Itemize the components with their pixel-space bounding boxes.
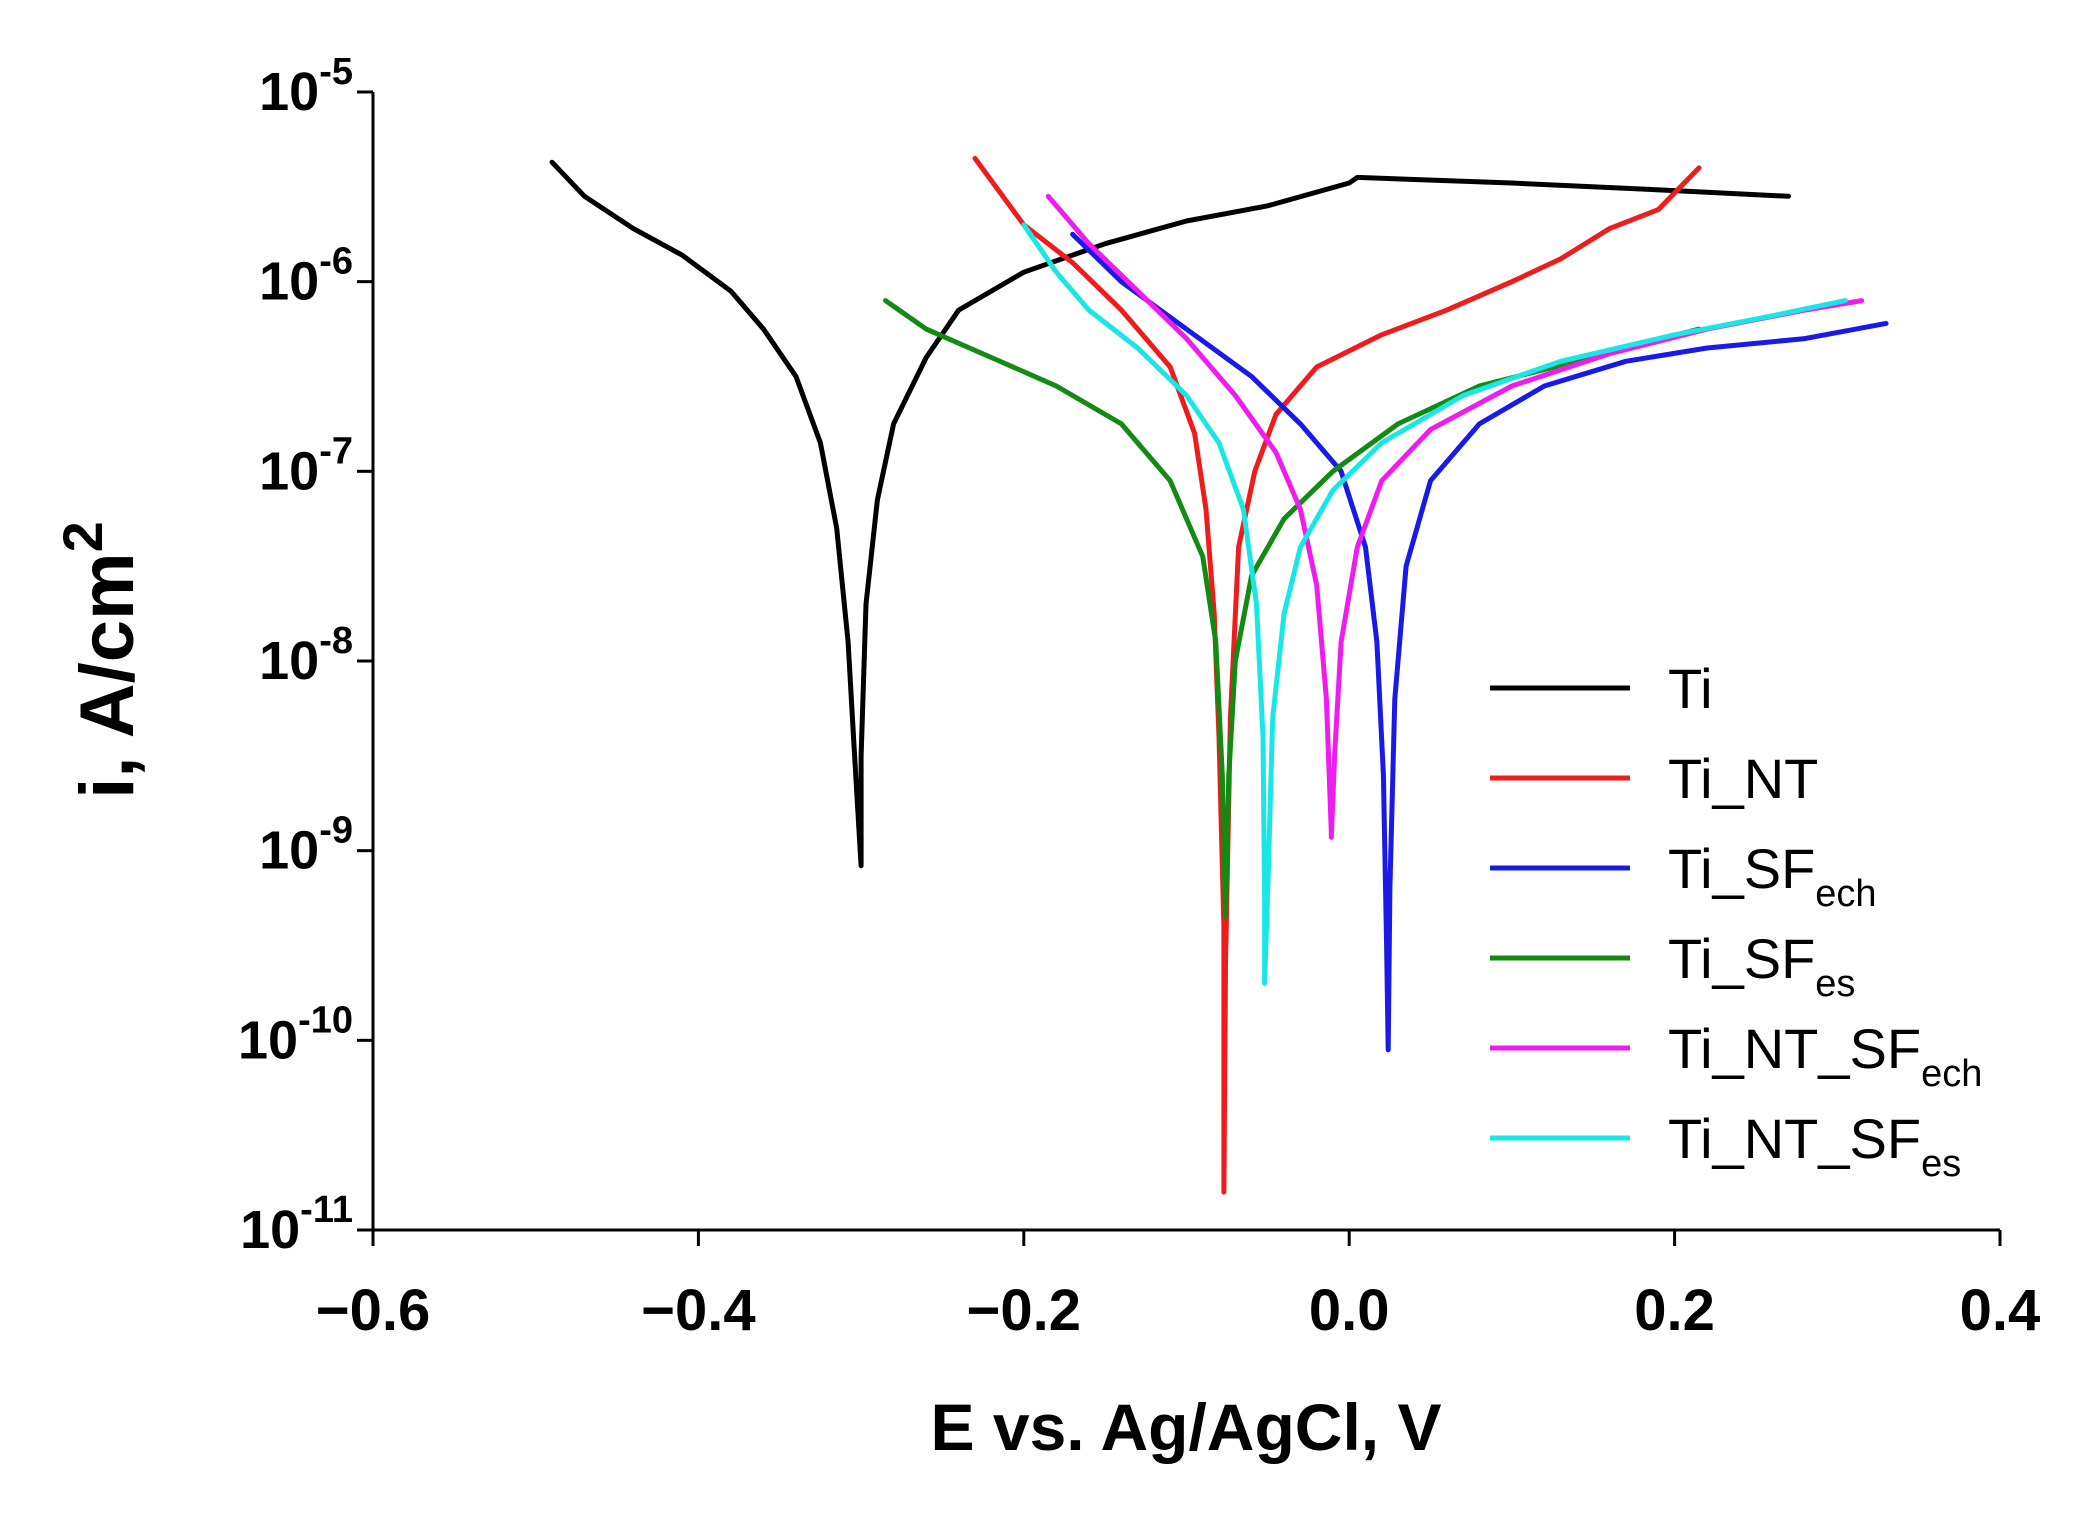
y-tick-label: 10-9 [259, 810, 353, 881]
y-tick-exponent: -10 [298, 999, 353, 1041]
y-tick-label: 10-7 [259, 430, 353, 501]
y-tick-exponent: -7 [319, 430, 353, 472]
legend-label: Ti_NT_SFes [1668, 1107, 1961, 1185]
legend-label: Ti_SFes [1668, 927, 1855, 1005]
series-line-ti [549, 159, 1791, 869]
legend-label: Ti_NT [1668, 747, 1818, 810]
legend: TiTi_NTTi_SFechTi_SFesTi_NT_SFechTi_NT_S… [1490, 657, 1982, 1185]
series-group [549, 155, 1889, 1195]
y-tick-label: 10-10 [238, 999, 353, 1070]
x-tick-label: −0.6 [316, 1278, 431, 1343]
legend-label: Ti_SFech [1668, 837, 1877, 915]
series-line-ti-nt-sf-ech [1045, 193, 1865, 840]
legend-label-name: Ti_NT [1668, 747, 1818, 810]
x-tick-label: −0.4 [641, 1278, 756, 1343]
x-tick-label: 0.0 [1309, 1278, 1390, 1343]
legend-label-subscript: es [1921, 1143, 1961, 1185]
legend-label-subscript: es [1815, 963, 1855, 1005]
y-tick-base: 10 [238, 1010, 298, 1070]
x-tick-label: 0.4 [1960, 1278, 2041, 1343]
y-tick-base: 10 [259, 441, 319, 501]
y-axis-label: i, A/cm2 [51, 521, 151, 799]
legend-label-name: Ti [1668, 657, 1713, 720]
legend-label-name: Ti_NT_SF [1668, 1107, 1921, 1170]
x-axis-label: E vs. Ag/AgCl, V [931, 1390, 1442, 1464]
y-tick-label: 10-5 [259, 51, 353, 122]
legend-label: Ti_NT_SFech [1668, 1017, 1982, 1095]
legend-label-name: Ti_SF [1668, 927, 1815, 990]
y-tick-base: 10 [259, 821, 319, 881]
series-line-ti-sf-ech [1070, 231, 1889, 1053]
y-tick-label: 10-6 [259, 241, 353, 312]
series-line-ti-nt-sf-es [1021, 222, 1848, 986]
legend-label-name: Ti_SF [1668, 837, 1815, 900]
y-axis-label-text: i, A/cm [65, 552, 150, 798]
y-tick-label: 10-11 [240, 1189, 353, 1260]
y-tick-exponent: -8 [319, 620, 353, 662]
y-tick-exponent: -5 [319, 51, 353, 93]
legend-label: Ti [1668, 657, 1713, 720]
y-tick-base: 10 [259, 631, 319, 691]
y-tick-exponent: -6 [319, 241, 353, 283]
x-tick-label: −0.2 [967, 1278, 1082, 1343]
y-tick-exponent: -11 [300, 1189, 353, 1231]
x-tick-group: −0.6 −0.4 −0.2 0.0 0.2 0.4 [316, 1230, 2041, 1343]
y-tick-base: 10 [240, 1200, 300, 1260]
y-tick-base: 10 [259, 252, 319, 312]
y-tick-label: 10-8 [259, 620, 353, 691]
legend-label-name: Ti_NT_SF [1668, 1017, 1921, 1080]
y-axis-label-superscript: 2 [51, 521, 114, 552]
y-tick-base: 10 [259, 62, 319, 122]
legend-label-subscript: ech [1815, 873, 1876, 915]
series-line-ti-sf-es [883, 298, 1702, 920]
x-tick-label: 0.2 [1634, 1278, 1715, 1343]
legend-label-subscript: ech [1921, 1053, 1982, 1095]
y-tick-exponent: -9 [319, 810, 353, 852]
